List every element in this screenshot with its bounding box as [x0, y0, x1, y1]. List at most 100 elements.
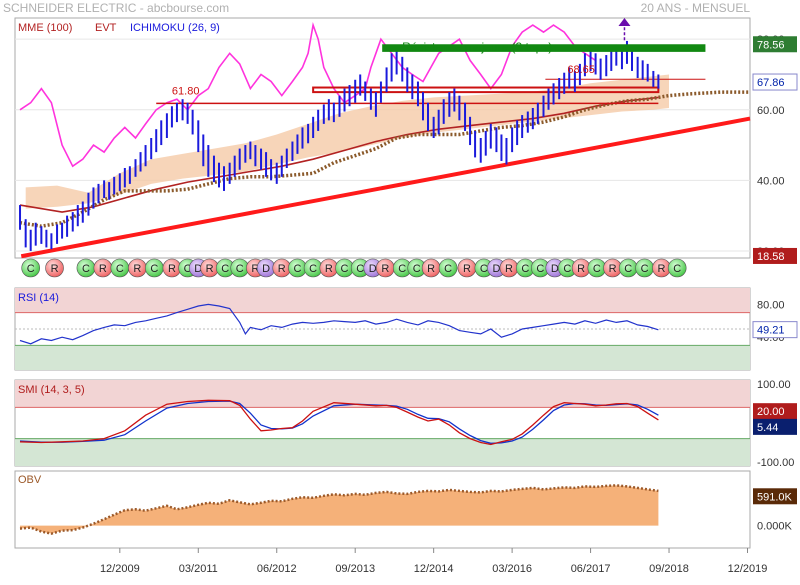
chart-header-period: 20 ANS - MENSUEL — [641, 1, 751, 15]
event-marker-circle — [21, 258, 40, 278]
event-marker-label: C — [641, 263, 649, 275]
x-tick-label: 12/2009 — [100, 563, 140, 575]
event-marker-label: C — [624, 263, 632, 275]
event-marker-label: C — [593, 263, 601, 275]
price-y-tick-label: 60.00 — [757, 105, 785, 117]
chart-header-title: SCHNEIDER ELECTRIC - abcbourse.com — [3, 1, 229, 15]
event-marker-label: C — [536, 263, 544, 275]
event-marker-label: C — [236, 263, 244, 275]
event-marker-label: R — [206, 263, 214, 275]
rsi-value-label: 49.21 — [757, 325, 785, 337]
x-tick-label: 06/2012 — [257, 563, 297, 575]
event-marker-label: C — [563, 263, 571, 275]
rsi-line — [19, 303, 659, 345]
last-price-value-label-bg — [753, 74, 797, 91]
event-marker-label: C — [293, 263, 301, 275]
event-marker-label: D — [369, 263, 377, 275]
price-annotation: Résistance majeure (3 tops) — [402, 40, 552, 54]
event-marker-label: C — [673, 263, 681, 275]
breakout-arrow-head — [618, 18, 631, 26]
mme-100-line — [19, 96, 659, 213]
event-marker-label: C — [521, 263, 529, 275]
smi-value-label: 5.44 — [757, 422, 778, 434]
event-marker-label: C — [341, 263, 349, 275]
event-marker-label: R — [168, 263, 176, 275]
x-tick-label: 09/2013 — [335, 563, 375, 575]
smi-signal-value-label-bg — [753, 403, 797, 420]
event-marker-label: C — [82, 263, 90, 275]
smi-signal-value-label: 20.00 — [757, 406, 785, 418]
low-value-label: 18.58 — [757, 251, 785, 263]
event-marker-label: R — [99, 263, 107, 275]
x-axis: 12/2009 03/2011 06/2012 09/2013 12/2014 03/20… — [100, 548, 767, 575]
price-legend-entry: ICHIMOKU (26, 9) — [130, 22, 220, 34]
smi-line — [19, 399, 659, 446]
obv-value-label-bg — [753, 488, 797, 505]
price-legend-entry: MME (100) — [18, 22, 72, 34]
rsi-y-tick-label: 80.00 — [757, 299, 785, 311]
event-marker-label: C — [480, 263, 488, 275]
rsi-overbought-zone — [15, 288, 750, 313]
price-legend-entry: EVT — [95, 22, 117, 34]
smi-y-tick-label: -100.00 — [757, 457, 794, 469]
x-tick-label: 03/2011 — [179, 563, 218, 575]
event-marker-label: R — [381, 263, 389, 275]
low-value-label-bg — [753, 247, 797, 264]
obv-y-tick-label: 0.000K — [757, 521, 793, 533]
event-marker-label: C — [413, 263, 421, 275]
rsi-oversold-zone — [15, 345, 750, 370]
event-marker-label: C — [27, 263, 35, 275]
event-marker-label: C — [184, 263, 192, 275]
price-y-tick-label: 40.00 — [757, 175, 785, 187]
smi-y-tick-label: 100.00 — [757, 379, 791, 391]
x-tick-label: 12/2014 — [414, 563, 454, 575]
event-marker-label: R — [505, 263, 513, 275]
resistance-value-label: 78.56 — [757, 39, 785, 51]
event-marker-circle — [438, 258, 458, 278]
event-marker-label: C — [309, 263, 317, 275]
event-marker-circle — [667, 258, 687, 278]
event-marker-label: C — [116, 263, 124, 275]
event-marker-label: R — [427, 263, 435, 275]
last-price-value-border — [752, 73, 798, 91]
price-annotation: 61.80 — [172, 86, 200, 98]
event-marker-label: C — [221, 263, 229, 275]
x-tick-label: 06/2017 — [571, 563, 611, 575]
resistance-zone — [382, 44, 706, 52]
rsi-value-bg — [752, 321, 798, 339]
event-marker-label: D — [262, 263, 270, 275]
obv-line — [19, 484, 659, 535]
smi-panel: SMI (14, 3, 5) 100.00 -100.00 20.00 5.44 — [14, 379, 797, 469]
resistance-value-label-bg — [753, 36, 797, 53]
event-marker-label: R — [133, 263, 141, 275]
smi-oversold-zone — [15, 438, 750, 466]
event-marker-label: D — [551, 263, 559, 275]
x-tick-label: 12/2019 — [728, 563, 768, 575]
event-marker-label: R — [51, 263, 59, 275]
event-marker-label: D — [194, 263, 202, 275]
x-tick-label: 03/2016 — [492, 563, 532, 575]
event-marker-label: C — [398, 263, 406, 275]
support-zone — [312, 86, 660, 94]
evt-line — [19, 22, 597, 168]
smi-overbought-zone — [15, 380, 750, 408]
event-marker-label: C — [356, 263, 364, 275]
obv-area — [20, 485, 659, 534]
obv-value-label: 591.0K — [757, 491, 793, 503]
smi-title: SMI (14, 3, 5) — [18, 384, 85, 396]
event-marker-label: R — [609, 263, 617, 275]
event-marker-label: R — [463, 263, 471, 275]
smi-value-label-bg — [753, 418, 797, 435]
support-trendline — [20, 116, 751, 259]
x-tick-label: 09/2018 — [649, 563, 689, 575]
event-marker-label: R — [325, 263, 333, 275]
price-annotation: 68.65 — [567, 64, 595, 76]
rsi-title: RSI (14) — [18, 292, 59, 304]
event-marker-label: R — [577, 263, 585, 275]
event-marker-label: R — [278, 263, 286, 275]
event-marker-label: C — [150, 263, 158, 275]
event-marker-label: C — [444, 263, 452, 275]
